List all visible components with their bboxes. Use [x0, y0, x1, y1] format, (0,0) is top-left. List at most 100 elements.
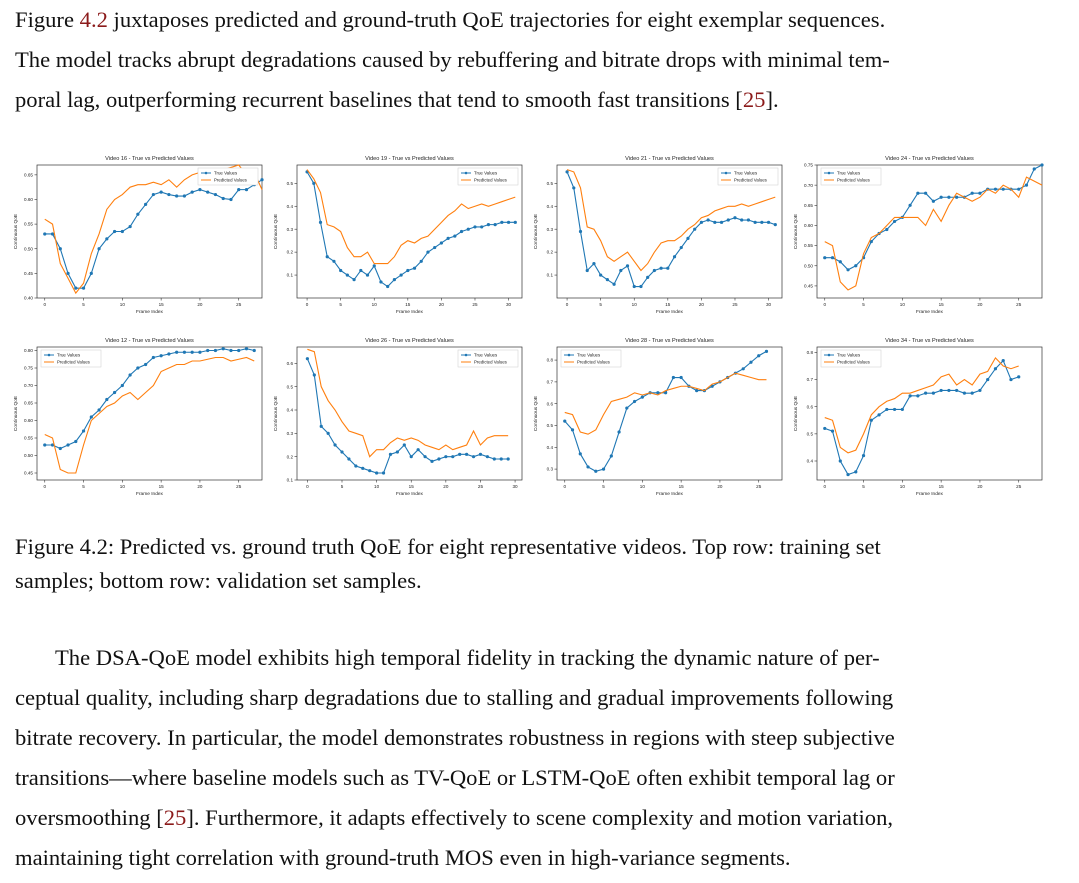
- true-value-point: [978, 191, 982, 195]
- legend-marker: [47, 353, 51, 357]
- true-value-point: [388, 452, 393, 456]
- predicted-values-line: [306, 169, 516, 265]
- legend-marker: [464, 353, 468, 357]
- x-axis-label: Frame Index: [916, 491, 944, 497]
- true-value-point: [513, 220, 517, 224]
- true-value-point: [144, 362, 148, 367]
- y-tick-label: 0.60: [24, 418, 33, 423]
- x-tick-label: 20: [977, 302, 983, 307]
- true-value-point: [486, 223, 491, 227]
- true-value-point: [182, 194, 187, 198]
- true-value-point: [924, 391, 928, 395]
- true-value-point: [726, 218, 730, 222]
- true-value-point: [260, 178, 264, 182]
- legend-label: Predicted Values: [837, 178, 871, 183]
- true-value-point: [838, 459, 842, 463]
- true-value-point: [112, 229, 117, 234]
- true-value-point: [625, 264, 630, 268]
- true-value-point: [599, 273, 603, 277]
- true-value-point: [1024, 183, 1029, 187]
- true-value-point: [229, 197, 233, 202]
- true-value-point: [869, 418, 873, 422]
- true-value-point: [213, 192, 218, 197]
- true-value-point: [646, 275, 650, 279]
- legend: True Values Predicted Values: [40, 349, 102, 368]
- true-value-point: [89, 415, 93, 419]
- true-value-point: [578, 452, 582, 456]
- plot-frame: [296, 346, 523, 481]
- legend-marker: [204, 171, 208, 175]
- legend-label: True Values: [837, 353, 861, 358]
- y-tick-label: 0.4: [287, 408, 294, 413]
- true-value-point: [326, 431, 330, 435]
- true-value-point: [446, 236, 450, 240]
- true-value-point: [458, 452, 462, 456]
- true-value-point: [312, 373, 316, 377]
- true-value-point: [361, 466, 365, 470]
- y-tick-label: 0.55: [24, 436, 33, 441]
- true-value-point: [167, 192, 171, 197]
- subplot-title: Video 28 - True vs Predicted Values: [625, 338, 714, 344]
- y-tick-label: 0.50: [24, 246, 33, 251]
- x-axis-label: Frame Index: [656, 309, 684, 315]
- x-tick-label: 25: [1016, 484, 1022, 489]
- true-value-point: [465, 452, 469, 456]
- x-tick-label: 0: [823, 302, 826, 307]
- true-value-point: [854, 264, 858, 268]
- subplot-8: Video 34 - True vs Predicted Values 0 5 10 1…: [793, 338, 1043, 497]
- x-tick-label: 5: [862, 484, 865, 489]
- legend-box: [717, 167, 779, 186]
- y-tick-label: 0.4: [287, 204, 294, 209]
- x-tick-label: 15: [939, 484, 945, 489]
- true-value-point: [656, 391, 660, 395]
- true-value-point: [672, 255, 677, 259]
- x-tick-label: 15: [409, 484, 415, 489]
- true-value-point: [120, 229, 124, 234]
- citation-link[interactable]: 25: [742, 87, 766, 112]
- true-value-point: [198, 350, 202, 354]
- plot-frame: [36, 164, 263, 299]
- body-line-2: ceptual quality, including sharp degrada…: [15, 685, 894, 710]
- x-tick-label: 20: [443, 484, 449, 489]
- y-axis-label: Continuous QoE: [793, 214, 799, 249]
- y-tick-label: 0.2: [287, 454, 294, 459]
- true-value-point: [381, 471, 386, 475]
- legend-label: True Values: [577, 353, 601, 358]
- true-value-point: [81, 286, 86, 290]
- true-value-point: [375, 471, 379, 475]
- true-value-point: [955, 195, 959, 199]
- true-value-point: [686, 236, 690, 240]
- y-tick-label: 0.65: [804, 203, 813, 208]
- true-value-point: [437, 457, 441, 461]
- legend-label: True Values: [734, 171, 758, 176]
- legend-label: Predicted Values: [837, 360, 871, 365]
- figure-reference-link[interactable]: 4.2: [79, 7, 108, 32]
- true-value-point: [706, 218, 710, 222]
- true-value-point: [664, 391, 668, 395]
- true-value-point: [609, 454, 613, 458]
- true-value-point: [333, 443, 337, 447]
- true-value-point: [861, 453, 866, 458]
- y-tick-label: 0.75: [804, 163, 813, 168]
- true-value-point: [190, 190, 194, 194]
- true-value-point: [823, 256, 827, 260]
- legend-marker: [567, 353, 571, 357]
- true-value-point: [947, 388, 951, 393]
- citation-link[interactable]: 25: [163, 805, 187, 830]
- x-tick-label: 0: [823, 484, 826, 489]
- subplot-title: Video 24 - True vs Predicted Values: [885, 156, 974, 162]
- legend-label: Predicted Values: [474, 178, 508, 183]
- true-value-point: [430, 459, 434, 463]
- y-tick-label: 0.5: [287, 181, 294, 186]
- predicted-values-line: [566, 169, 776, 272]
- true-value-point: [352, 278, 356, 282]
- true-value-point: [757, 354, 761, 358]
- true-value-point: [485, 455, 489, 459]
- x-tick-label: 10: [374, 484, 380, 489]
- true-value-point: [136, 212, 140, 216]
- true-value-point: [409, 455, 413, 459]
- x-tick-label: 10: [632, 302, 638, 307]
- true-value-point: [499, 457, 503, 461]
- legend-label: Predicted Values: [214, 178, 248, 183]
- true-value-point: [659, 266, 663, 270]
